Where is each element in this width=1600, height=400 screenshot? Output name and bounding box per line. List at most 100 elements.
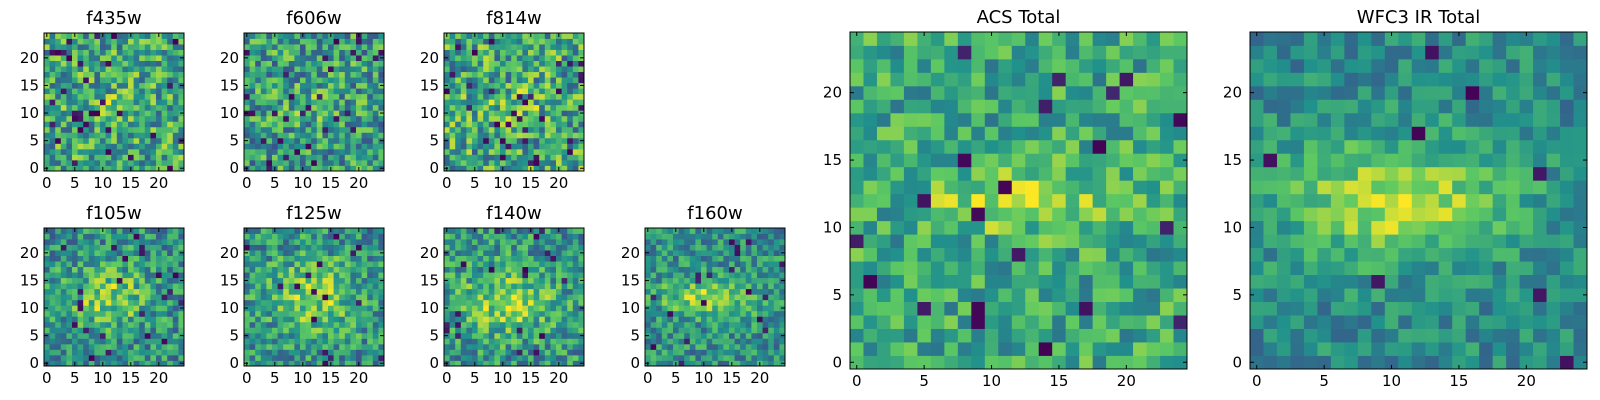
heatmap-cell <box>505 327 512 334</box>
heatmap-cell <box>178 354 185 361</box>
heatmap-cell <box>477 332 484 339</box>
heatmap-cell <box>378 126 385 133</box>
heatmap-cell <box>544 233 551 240</box>
heatmap-cell <box>472 294 478 301</box>
heatmap-cell <box>460 55 467 61</box>
heatmap-cell <box>83 60 90 67</box>
heatmap-cell <box>305 338 312 345</box>
heatmap-cell <box>244 49 250 56</box>
heatmap-cell <box>684 228 691 234</box>
heatmap-cell <box>572 305 579 312</box>
heatmap-cell <box>544 104 551 111</box>
heatmap-cell <box>505 49 512 56</box>
heatmap-cell <box>734 239 741 245</box>
heatmap-cell <box>339 316 346 323</box>
heatmap-cell <box>60 272 67 279</box>
heatmap-cell <box>561 99 568 106</box>
heatmap-cell <box>378 132 385 139</box>
heatmap-cell <box>505 38 512 45</box>
heatmap-cell <box>466 288 473 295</box>
heatmap-cell <box>266 110 273 117</box>
heatmap-cell <box>378 244 385 251</box>
heatmap-cell <box>178 154 185 161</box>
heatmap-cell <box>60 239 67 245</box>
heatmap-cell <box>494 277 501 284</box>
heatmap-cell <box>328 88 334 95</box>
heatmap-cell <box>1079 207 1094 222</box>
heatmap-cell <box>172 93 179 100</box>
heatmap-cell <box>483 239 490 245</box>
heatmap-cell <box>167 305 174 312</box>
heatmap-cell <box>244 349 250 356</box>
heatmap-cell <box>88 165 95 172</box>
heatmap-cell <box>678 261 685 268</box>
heatmap-cell <box>122 159 129 166</box>
heatmap-cell <box>277 321 284 328</box>
heatmap-cell <box>533 88 540 95</box>
heatmap-cell <box>255 261 262 268</box>
heatmap-cell <box>367 33 374 39</box>
heatmap-cell <box>294 327 301 334</box>
heatmap-cell <box>333 266 340 273</box>
heatmap-cell <box>516 316 523 323</box>
heatmap-cell <box>244 343 250 350</box>
heatmap-cell <box>328 305 334 312</box>
heatmap-cell <box>77 71 84 78</box>
heatmap-cell <box>83 44 90 50</box>
heatmap-cell <box>322 38 329 45</box>
heatmap-cell <box>561 49 568 56</box>
heatmap-cell <box>539 38 546 45</box>
heatmap-cell <box>83 244 90 251</box>
heatmap-cell <box>444 294 450 301</box>
heatmap-cell <box>745 239 752 245</box>
heatmap-cell <box>105 299 112 306</box>
heatmap-cell <box>460 60 467 67</box>
heatmap-cell <box>339 88 346 95</box>
x-tick-label: 0 <box>242 369 252 387</box>
heatmap-cell <box>288 110 295 117</box>
heatmap-cell <box>488 148 495 155</box>
heatmap-cell <box>1092 328 1107 343</box>
heatmap-cell <box>294 233 301 240</box>
heatmap-cell <box>249 82 256 89</box>
heatmap-cell <box>645 272 651 279</box>
heatmap-cell <box>300 255 306 262</box>
heatmap-cell <box>1173 193 1188 208</box>
heatmap-cell <box>528 354 534 361</box>
heatmap-cell <box>266 321 273 328</box>
heatmap-cell <box>66 82 73 89</box>
heatmap-cell <box>1173 180 1188 195</box>
heatmap-cell <box>122 288 129 295</box>
heatmap-cell <box>100 310 106 317</box>
heatmap-cell <box>300 288 306 295</box>
heatmap-cell <box>729 316 735 323</box>
heatmap-cell <box>1160 315 1174 329</box>
heatmap-cell <box>356 55 362 61</box>
heatmap-cell <box>533 77 540 84</box>
heatmap-cell <box>449 71 456 78</box>
heatmap-cell <box>367 277 374 284</box>
heatmap-cell <box>378 159 385 166</box>
heatmap-cell <box>60 228 67 234</box>
heatmap-cell <box>1106 220 1120 235</box>
heatmap-cell <box>706 321 713 328</box>
heatmap-cell <box>466 266 473 273</box>
heatmap-cell <box>244 71 250 78</box>
heatmap-cell <box>266 266 273 273</box>
heatmap-cell <box>500 110 506 117</box>
heatmap-cell <box>483 77 490 84</box>
heatmap-cell <box>305 77 312 84</box>
heatmap-cell <box>260 88 267 95</box>
heatmap-cell <box>311 104 318 111</box>
heatmap-cell <box>288 338 295 345</box>
heatmap-cell <box>472 250 478 256</box>
heatmap-cell <box>111 55 118 61</box>
heatmap-cell <box>283 33 290 39</box>
heatmap-cell <box>734 354 741 361</box>
heatmap-cell <box>367 110 374 117</box>
heatmap-cell <box>779 272 786 279</box>
heatmap-cell <box>511 310 518 317</box>
heatmap-cell <box>333 239 340 245</box>
heatmap-cell <box>768 305 775 312</box>
